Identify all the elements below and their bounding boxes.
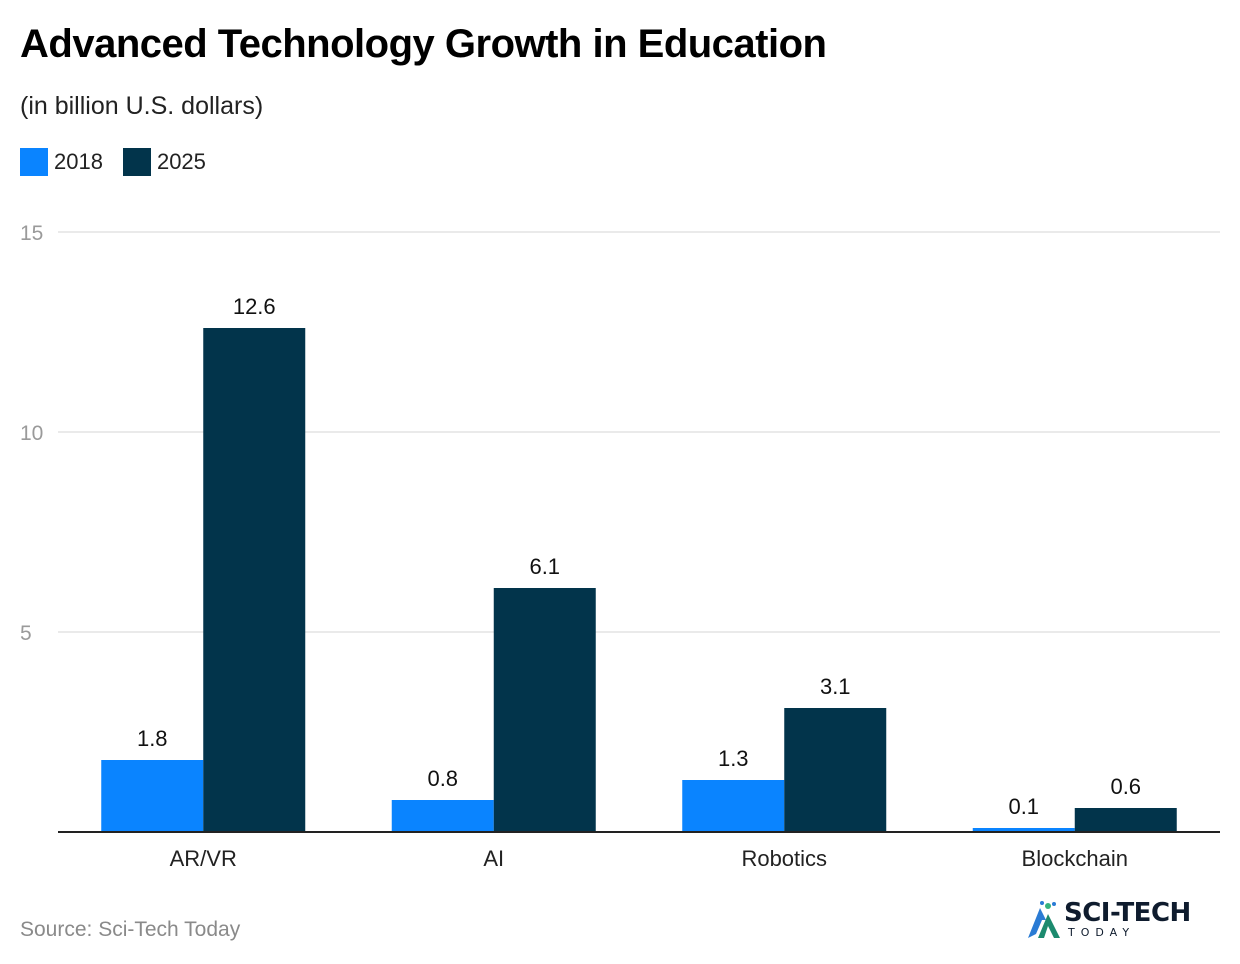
logo-subtext: TODAY [1068, 926, 1136, 939]
legend-item-2025: 2025 [122, 148, 206, 176]
bar-ai-2018 [391, 800, 494, 832]
y-tick-label: 15 [20, 222, 43, 245]
bar-blockchain-2025 [1074, 808, 1177, 832]
bar-robotics-2025 [784, 708, 887, 832]
bar-ai-2025 [493, 588, 596, 832]
logo-wordmark: SCI-TECH [1064, 898, 1191, 928]
data-label-robotics-2025: 3.1 [820, 674, 851, 699]
logo-mountain-icon [1028, 901, 1060, 938]
data-label-ar-vr-2025: 12.6 [233, 294, 276, 319]
data-label-blockchain-2025: 0.6 [1110, 774, 1141, 799]
bar-robotics-2018 [682, 780, 785, 832]
chart-subtitle: (in billion U.S. dollars) [20, 92, 264, 120]
legend-label-2018: 2018 [54, 149, 103, 174]
legend-item-2018: 2018 [20, 148, 103, 176]
data-label-ai-2018: 0.8 [427, 766, 458, 791]
y-tick-label: 5 [20, 622, 32, 645]
y-tick-label: 10 [20, 422, 43, 445]
data-label-ai-2025: 6.1 [529, 554, 560, 579]
x-category-label: Blockchain [1022, 846, 1128, 871]
source-note: Source: Sci-Tech Today [20, 918, 241, 941]
bar-ar-vr-2018 [101, 760, 204, 832]
bar-blockchain-2018 [972, 828, 1075, 832]
data-label-robotics-2018: 1.3 [718, 746, 749, 771]
x-category-label: AR/VR [170, 846, 237, 871]
legend-swatch-2025 [122, 148, 151, 176]
sci-tech-logo: SCI-TECH TODAY [1026, 898, 1206, 942]
legend-swatch-2018 [20, 148, 48, 176]
x-category-label: Robotics [741, 846, 827, 871]
data-label-ar-vr-2018: 1.8 [137, 726, 168, 751]
x-category-label: AI [483, 846, 504, 871]
data-label-blockchain-2018: 0.1 [1008, 794, 1039, 819]
legend: 2018 2025 [20, 148, 226, 176]
bar-ar-vr-2025 [203, 328, 306, 832]
legend-label-2025: 2025 [156, 149, 206, 174]
chart-title: Advanced Technology Growth in Education [20, 22, 827, 66]
